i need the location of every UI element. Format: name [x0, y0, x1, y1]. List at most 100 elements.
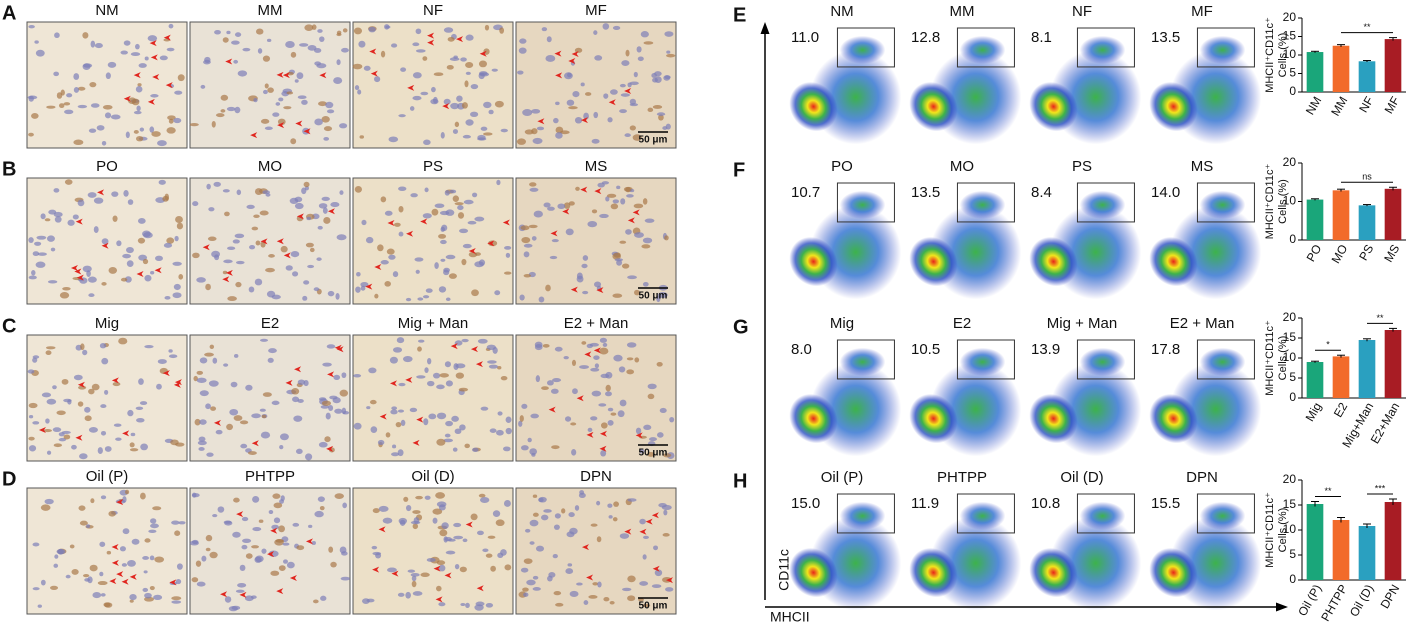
bar	[1358, 205, 1376, 240]
arrow-marker	[111, 377, 119, 384]
gate-value: 13.5	[1151, 29, 1180, 46]
nucleus	[398, 231, 404, 237]
nucleus	[229, 408, 239, 416]
nucleus	[294, 196, 303, 203]
nucleus	[222, 189, 230, 193]
nucleus	[626, 342, 637, 348]
nucleus	[532, 494, 538, 498]
nucleus	[642, 281, 649, 287]
nucleus	[567, 563, 573, 567]
nucleus	[568, 201, 575, 206]
bar	[1384, 188, 1402, 240]
arrow-marker	[465, 521, 473, 528]
nucleus	[341, 551, 348, 556]
nucleus	[603, 596, 610, 602]
nucleus	[440, 131, 445, 139]
nucleus	[543, 509, 552, 513]
nucleus	[377, 439, 385, 446]
arrow-marker	[276, 588, 284, 595]
nucleus	[297, 95, 307, 100]
y-tick-label: 0	[1289, 232, 1296, 246]
micrograph	[189, 487, 351, 615]
nucleus	[576, 272, 583, 280]
nucleus	[532, 587, 541, 591]
nucleus	[87, 192, 97, 198]
nucleus	[296, 545, 305, 551]
nucleus	[87, 276, 97, 283]
plot-label: PS	[1072, 158, 1092, 175]
arrow-marker	[38, 427, 46, 434]
nucleus	[63, 102, 71, 106]
y-tick-label: 5	[1289, 370, 1296, 384]
bar	[1358, 526, 1376, 580]
nucleus	[292, 522, 300, 527]
arrow-marker	[116, 499, 124, 506]
nucleus	[460, 57, 467, 62]
arrow-marker	[594, 188, 602, 195]
nucleus	[231, 605, 241, 610]
nucleus	[443, 438, 454, 443]
nucleus	[459, 228, 469, 234]
nucleus	[405, 297, 412, 302]
nucleus	[385, 25, 391, 29]
nucleus	[656, 112, 666, 116]
nucleus	[445, 550, 456, 555]
nucleus	[245, 384, 253, 391]
nucleus	[374, 293, 379, 299]
nucleus	[79, 453, 88, 460]
nucleus	[27, 95, 38, 100]
nucleus	[354, 185, 363, 193]
nucleus	[487, 360, 497, 364]
arrow-marker	[624, 528, 632, 535]
nucleus	[434, 262, 439, 270]
arrow-marker	[562, 208, 570, 215]
nucleus	[295, 448, 303, 455]
nucleus	[459, 566, 467, 573]
nucleus	[521, 403, 528, 409]
nucleus	[133, 130, 139, 134]
nucleus	[450, 102, 460, 110]
nucleus	[646, 451, 655, 457]
nucleus	[56, 410, 66, 416]
nucleus	[619, 83, 626, 88]
gate-value: 8.4	[1031, 184, 1052, 201]
nucleus	[129, 599, 134, 603]
nucleus	[341, 372, 347, 379]
bar	[1332, 520, 1350, 580]
nucleus	[301, 187, 307, 195]
nucleus	[176, 563, 183, 570]
nucleus	[275, 102, 281, 106]
nucleus	[261, 414, 267, 419]
nucleus	[220, 94, 229, 101]
arrow-marker	[571, 50, 579, 57]
nucleus	[226, 30, 231, 35]
nucleus	[612, 252, 621, 260]
nucleus	[485, 553, 493, 558]
nucleus	[192, 201, 199, 207]
arrow-marker	[75, 218, 83, 225]
nucleus	[73, 139, 84, 146]
density	[839, 190, 886, 220]
nucleus	[591, 209, 598, 214]
nucleus	[643, 424, 652, 430]
nucleus	[204, 352, 214, 357]
nucleus	[86, 270, 91, 278]
nucleus	[389, 356, 398, 364]
nucleus	[547, 575, 553, 582]
nucleus	[196, 581, 206, 587]
nucleus	[305, 242, 314, 248]
nucleus	[108, 266, 118, 274]
nucleus	[579, 490, 585, 495]
nucleus	[303, 181, 310, 188]
nucleus	[174, 530, 181, 536]
nucleus	[607, 117, 613, 123]
nucleus	[566, 99, 575, 106]
image-label: Mig	[95, 315, 119, 332]
nucleus	[245, 553, 253, 559]
nucleus	[563, 356, 569, 360]
nucleus	[583, 600, 589, 606]
nucleus	[278, 525, 285, 533]
nucleus	[642, 603, 651, 608]
nucleus	[330, 202, 340, 208]
nucleus	[323, 217, 331, 224]
